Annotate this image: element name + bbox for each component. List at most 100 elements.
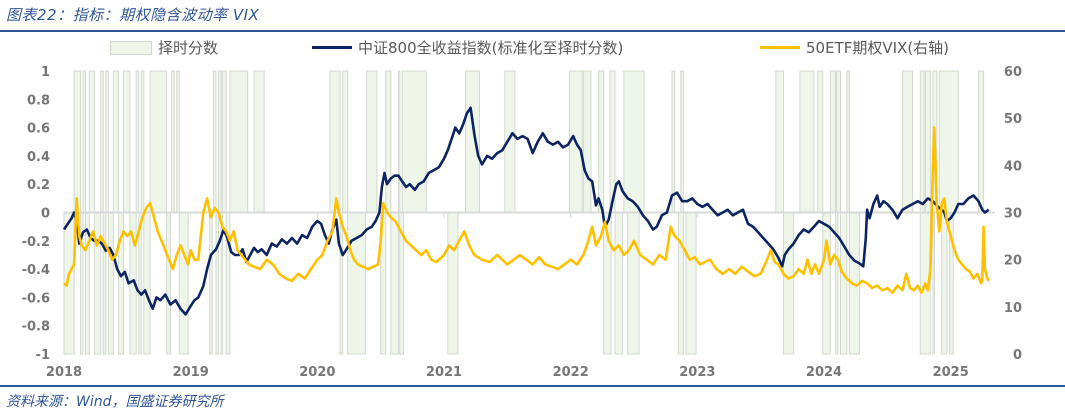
timing-score-bar	[218, 70, 222, 213]
timing-score-bar	[839, 212, 848, 355]
timing-score-bar	[93, 212, 102, 355]
left-axis-tick-label: -0.4	[22, 263, 50, 278]
timing-score-bar	[102, 212, 107, 355]
footer-divider	[0, 385, 1065, 387]
timing-score-bars	[63, 70, 985, 355]
timing-score-bar	[846, 70, 850, 213]
timing-score-bar	[465, 70, 480, 213]
timing-score-bar	[149, 70, 168, 213]
legend-swatch-line-gold	[760, 46, 800, 49]
legend-label: 中证800全收益指数(标准化至择时分数)	[358, 39, 624, 57]
timing-score-bar	[143, 212, 151, 355]
left-axis-tick-label: 0.2	[27, 178, 50, 193]
left-axis-tick-label: -1	[36, 348, 50, 363]
timing-score-bar	[680, 70, 684, 213]
timing-score-bar	[799, 70, 815, 213]
timing-score-bar	[677, 212, 684, 355]
x-axis-tick-label: 2023	[679, 365, 715, 380]
left-axis-tick-label: -0.6	[22, 291, 50, 306]
timing-score-bar	[212, 70, 217, 213]
timing-score-bar	[88, 70, 95, 213]
timing-score-bar	[221, 70, 227, 213]
timing-score-bar	[215, 212, 220, 355]
right-axis-tick-label: 30	[1004, 207, 1022, 222]
timing-score-bar	[100, 70, 104, 213]
x-axis-tick-label: 2025	[933, 365, 969, 380]
timing-score-bar	[836, 70, 841, 213]
timing-score-bar	[385, 70, 392, 213]
timing-score-bar	[171, 70, 175, 213]
right-axis-tick-label: 40	[1004, 159, 1022, 174]
chart-title: 图表22：指标：期权隐含波动率 VIX	[6, 6, 260, 24]
left-axis-tick-label: -0.2	[22, 235, 50, 250]
legend-swatch-bar	[110, 40, 152, 55]
timing-score-bar	[447, 212, 459, 355]
timing-score-bar	[829, 70, 836, 213]
timing-score-bar	[627, 212, 640, 355]
timing-score-bar	[938, 70, 959, 213]
x-axis-tick-label: 2019	[173, 365, 209, 380]
timing-score-bar	[582, 70, 592, 213]
right-axis-tick-label: 20	[1004, 254, 1022, 269]
x-axis-tick-label: 2022	[553, 365, 589, 380]
timing-score-bar	[166, 212, 171, 355]
left-axis-tick-label: 0.8	[27, 93, 50, 108]
timing-score-bar	[209, 212, 213, 355]
left-axis-ticks: 1 0.8 0.6 0.4 0.2 0 -0.2 -0.4 -0.6 -0.8 -1	[22, 65, 50, 363]
x-axis-tick-label: 2018	[46, 365, 82, 380]
x-axis-tick-label: 2021	[426, 365, 462, 380]
timing-score-bar	[598, 70, 605, 213]
chart-legend: 择时分数 中证800全收益指数(标准化至择时分数) 50ETF期权VIX(右轴)	[0, 37, 1065, 61]
timing-score-bar	[107, 212, 114, 355]
title-divider	[0, 30, 1065, 32]
timing-score-bar	[902, 70, 914, 213]
legend-item-vix: 50ETF期权VIX(右轴)	[760, 37, 949, 58]
left-axis-tick-label: -0.8	[22, 320, 50, 335]
timing-score-bar	[401, 70, 427, 213]
legend-swatch-line-navy	[312, 46, 352, 49]
timing-score-bar	[123, 70, 131, 213]
x-axis-tick-label: 2020	[299, 365, 335, 380]
legend-label: 50ETF期权VIX(右轴)	[806, 39, 950, 57]
chart-plot-area: 1 0.8 0.6 0.4 0.2 0 -0.2 -0.4 -0.6 -0.8 -1 60 50 40 3…	[22, 65, 1022, 380]
right-axis-tick-label: 10	[1004, 301, 1022, 316]
source-note: 资料来源：Wind，国盛证券研究所	[6, 394, 224, 410]
left-axis-tick-label: 0	[41, 207, 50, 222]
timing-score-bar	[397, 70, 401, 213]
timing-score-bar	[329, 70, 341, 213]
timing-score-bar	[339, 212, 344, 355]
timing-score-bar	[178, 212, 189, 355]
left-axis-tick-label: 0.6	[27, 122, 50, 137]
timing-score-bar	[112, 70, 119, 213]
right-axis-tick-label: 50	[1004, 112, 1022, 127]
timing-score-bar	[366, 70, 378, 213]
timing-score-bar	[135, 70, 140, 213]
left-axis-tick-label: 1	[41, 65, 50, 80]
left-axis-tick-label: 0.4	[27, 150, 50, 165]
timing-score-bar	[685, 212, 697, 355]
timing-score-bar	[342, 70, 349, 213]
timing-score-bar	[229, 70, 249, 213]
legend-item-csi800: 中证800全收益指数(标准化至择时分数)	[312, 37, 623, 58]
timing-score-bar	[390, 212, 399, 355]
right-axis-tick-label: 0	[1013, 348, 1022, 363]
timing-score-bar	[932, 212, 935, 355]
timing-score-bar	[978, 70, 985, 213]
timing-score-bar	[919, 70, 925, 213]
timing-score-bar	[775, 70, 784, 213]
timing-score-bar	[671, 70, 676, 213]
right-axis-tick-label: 60	[1004, 65, 1022, 80]
timing-score-bar	[140, 70, 145, 213]
timing-score-bar	[623, 70, 645, 213]
timing-score-bar	[941, 212, 948, 355]
timing-score-bar	[817, 70, 824, 213]
vix-line	[63, 126, 990, 295]
timing-score-bar	[176, 70, 180, 213]
timing-score-bar	[82, 70, 87, 213]
timing-score-bar	[614, 212, 624, 355]
timing-score-bar	[73, 70, 81, 213]
csi800-line	[62, 106, 990, 316]
timing-score-bar	[253, 70, 265, 213]
timing-score-bar	[782, 212, 795, 355]
legend-item-timing-score: 择时分数	[110, 37, 218, 58]
